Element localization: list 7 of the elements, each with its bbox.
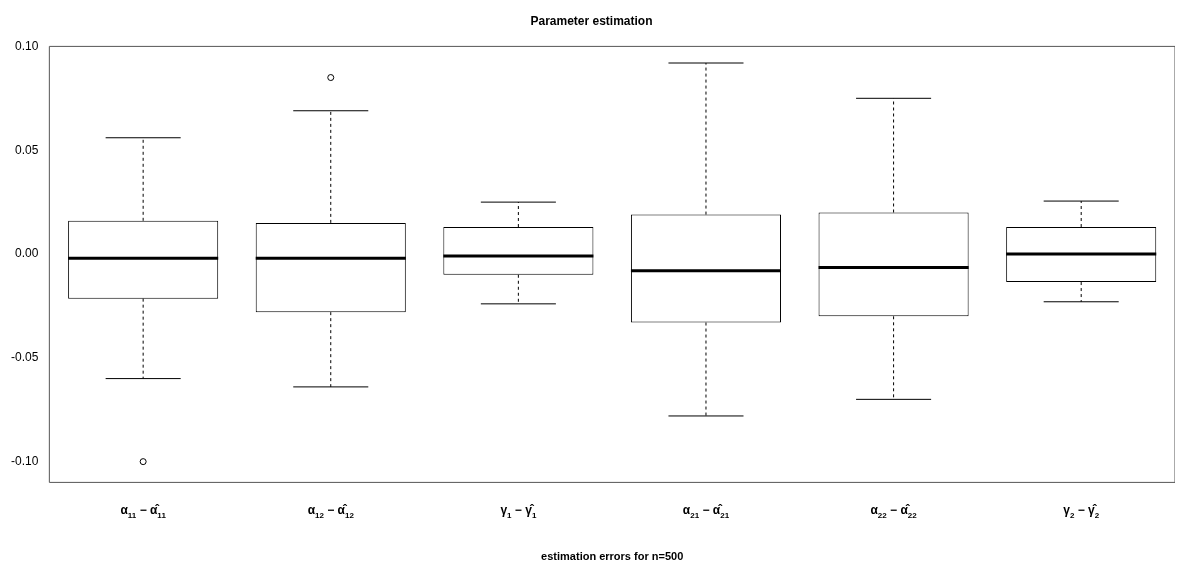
y-tick-label: 0.00 <box>14 246 39 261</box>
y-tick-label: 0.10 <box>14 38 39 53</box>
chart-title: Parameter estimation <box>530 13 653 28</box>
y-tick-label: 0.05 <box>14 142 39 157</box>
x-axis-title: estimation errors for n=500 <box>541 550 684 563</box>
y-tick-label: -0.10 <box>10 453 39 468</box>
y-tick-label: -0.05 <box>10 350 39 365</box>
